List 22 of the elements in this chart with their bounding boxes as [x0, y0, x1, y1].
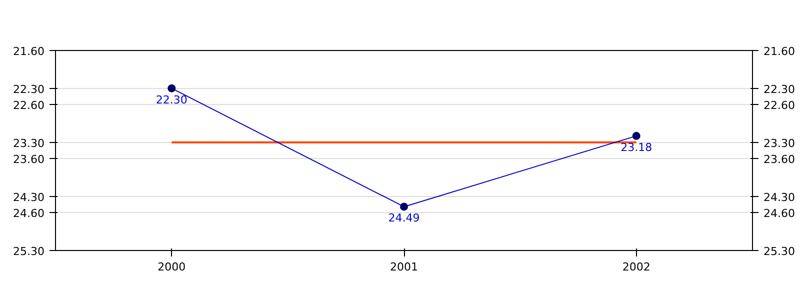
y-tick-label: 22.60 — [13, 99, 45, 112]
y2-tick-label: 22.30 — [764, 82, 795, 96]
y-tick-label: 23.60 — [13, 153, 45, 166]
y-tick-label: 25.30 — [13, 245, 45, 258]
y-tick-label: 22.30 — [13, 82, 45, 96]
data-label: 23.18 — [620, 140, 652, 154]
x-tick-label: 2000 — [158, 260, 186, 274]
y2-tick-label: 25.30 — [764, 245, 795, 258]
y2-tick-label: 23.60 — [764, 153, 795, 166]
y2-tick-label: 24.30 — [764, 190, 795, 204]
data-label: 22.30 — [156, 93, 188, 106]
y-tick-label: 24.30 — [13, 190, 45, 204]
x-tick-label: 2002 — [622, 260, 650, 274]
x-tick-label: 2001 — [390, 260, 418, 274]
y2-tick-label: 21.60 — [764, 45, 795, 58]
y2-tick-label: 22.60 — [764, 99, 795, 112]
y-tick-label: 21.60 — [13, 45, 45, 58]
y2-tick-label: 24.60 — [764, 207, 795, 220]
data-label: 24.49 — [388, 212, 420, 225]
y2-tick-label: 23.30 — [764, 136, 795, 150]
y-tick-label: 24.60 — [13, 207, 45, 220]
y-tick-label: 23.30 — [13, 136, 45, 150]
